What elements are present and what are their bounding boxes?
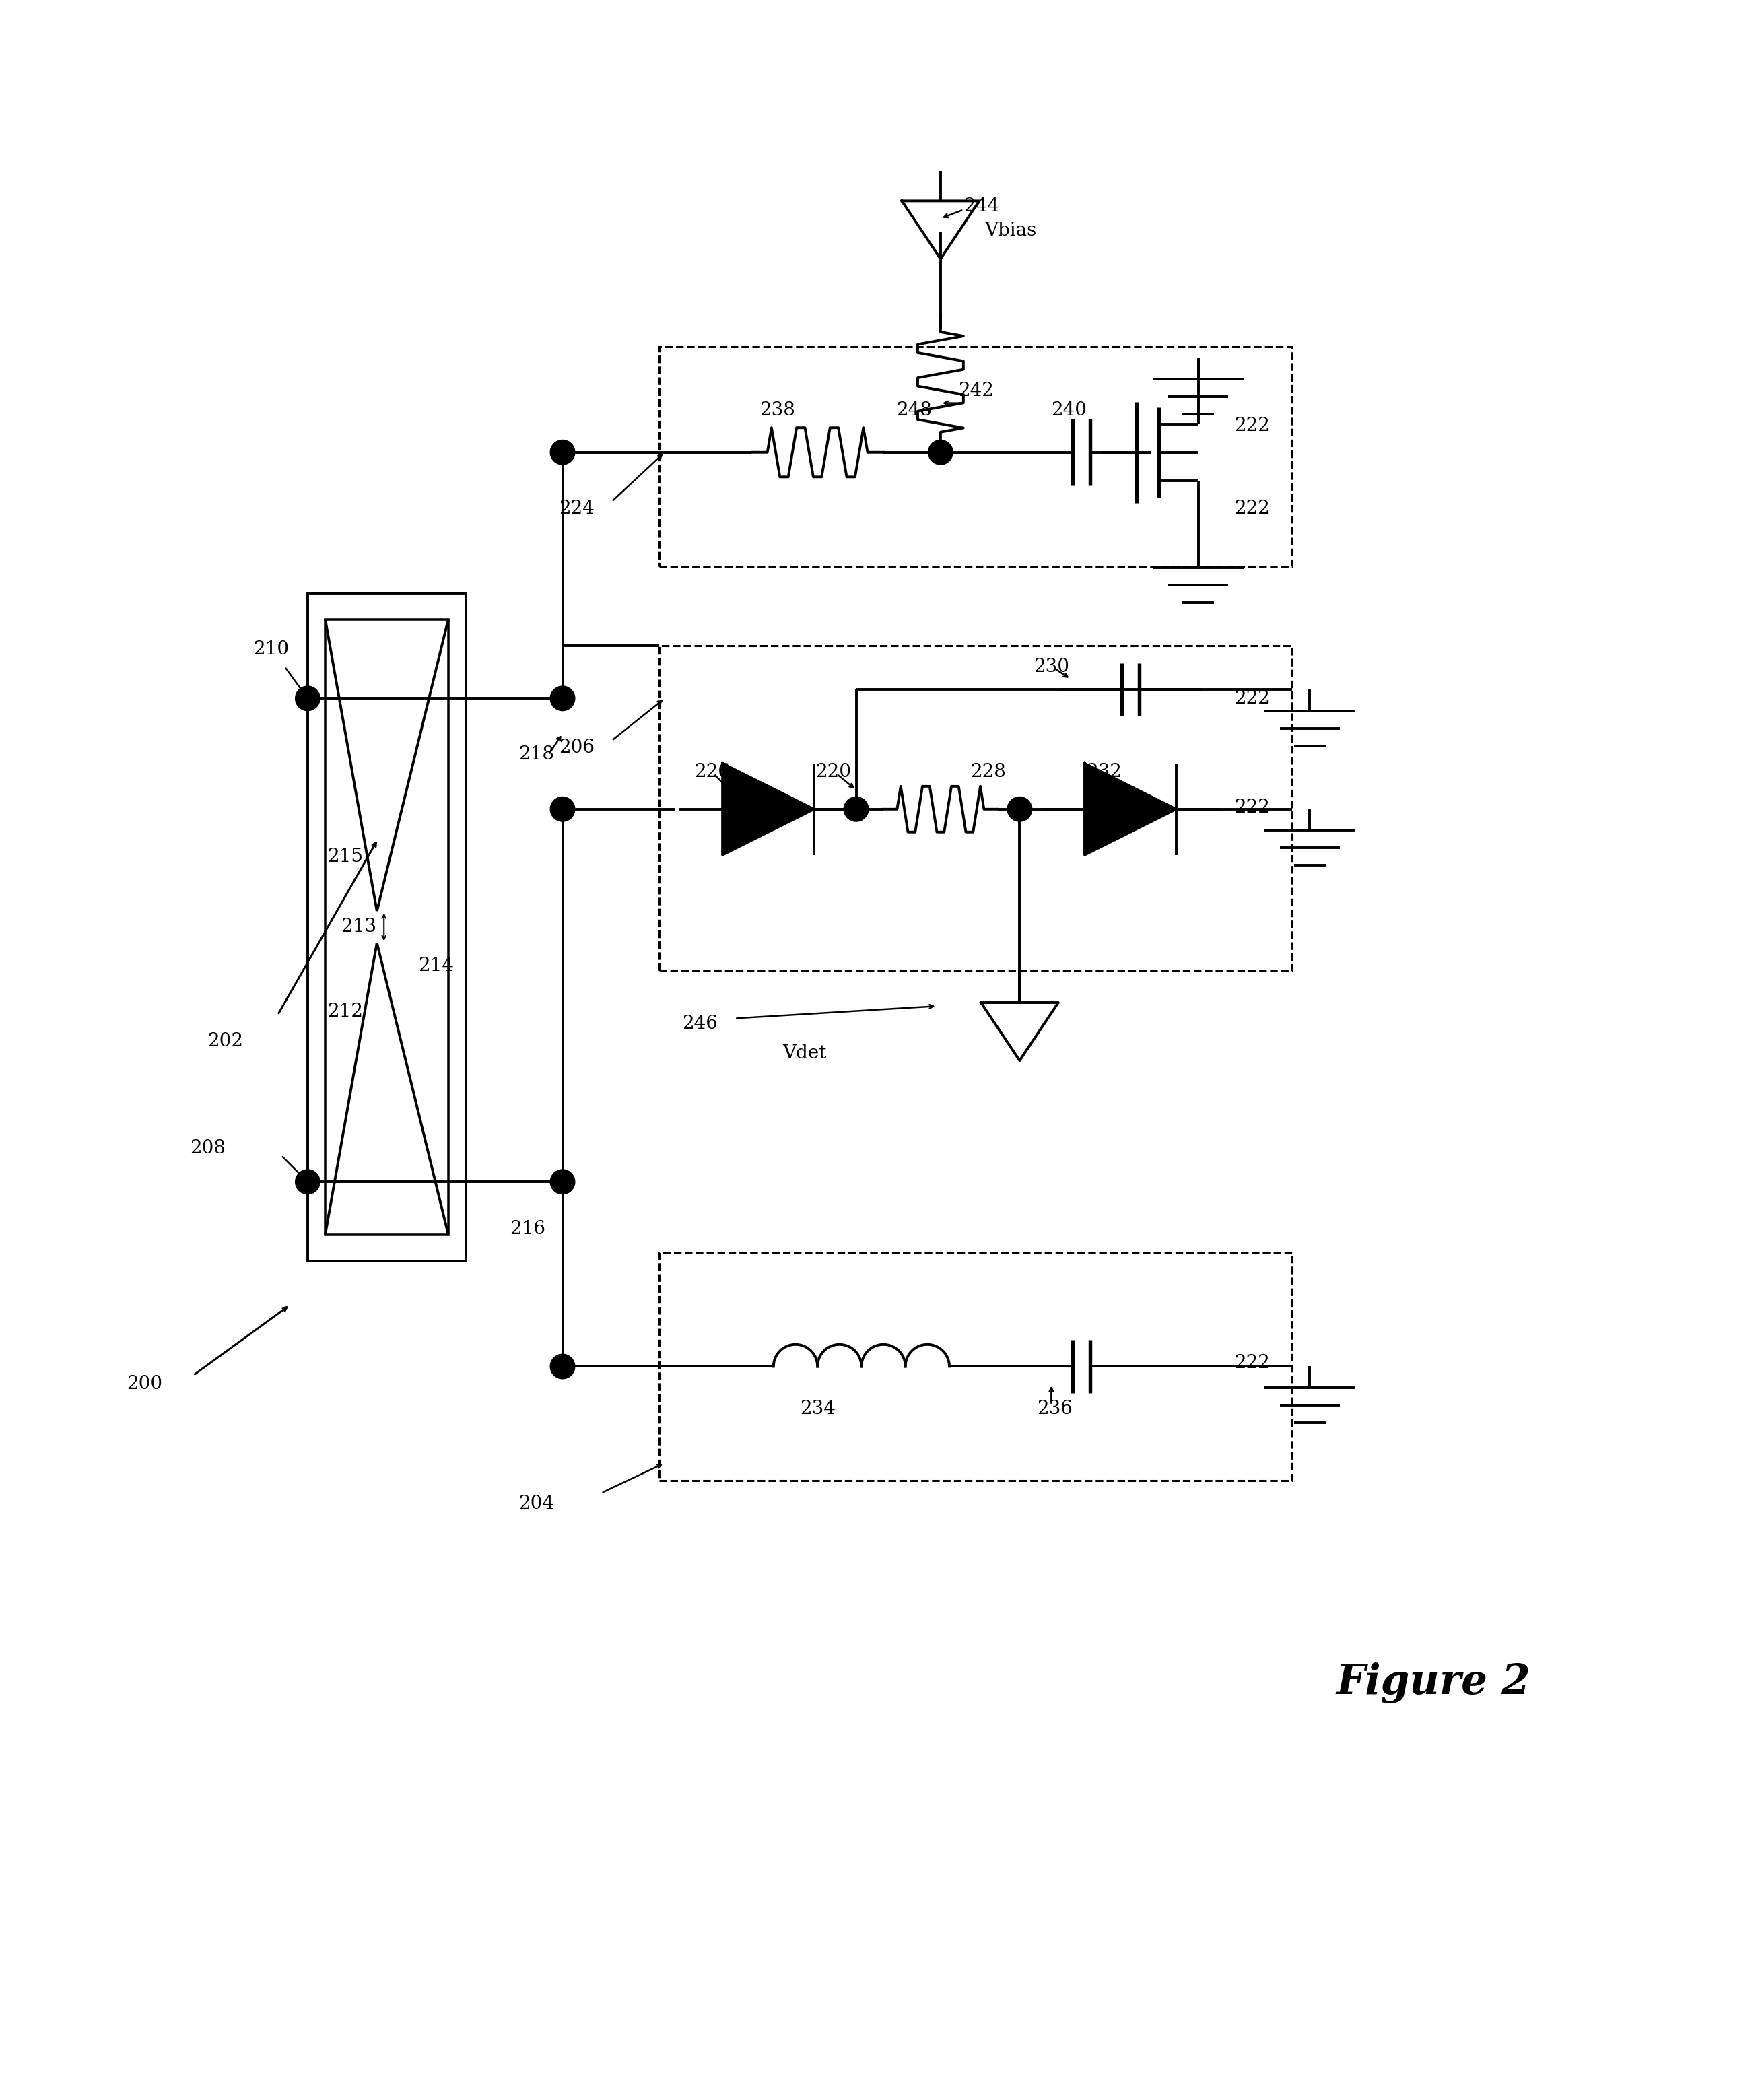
Text: Figure 2: Figure 2 xyxy=(1336,1663,1531,1703)
Text: 206: 206 xyxy=(559,739,594,756)
Text: 228: 228 xyxy=(970,762,1006,781)
Text: 222: 222 xyxy=(1234,689,1269,708)
Text: 208: 208 xyxy=(190,1140,225,1157)
Text: 232: 232 xyxy=(1086,762,1122,781)
Text: 215: 215 xyxy=(327,848,362,865)
Text: 200: 200 xyxy=(127,1376,162,1392)
Text: 218: 218 xyxy=(519,745,554,764)
Circle shape xyxy=(295,1170,320,1195)
Circle shape xyxy=(550,687,575,710)
Text: 204: 204 xyxy=(519,1495,554,1512)
Circle shape xyxy=(1007,796,1032,821)
Text: 242: 242 xyxy=(958,382,993,399)
Text: 224: 224 xyxy=(559,500,594,517)
Bar xyxy=(659,645,1292,970)
Polygon shape xyxy=(1085,764,1176,855)
Circle shape xyxy=(928,441,953,464)
Text: 230: 230 xyxy=(1034,657,1069,676)
Text: 214: 214 xyxy=(418,955,454,974)
Text: 236: 236 xyxy=(1037,1399,1072,1417)
Text: 246: 246 xyxy=(682,1014,717,1033)
Text: 244: 244 xyxy=(963,197,999,216)
Bar xyxy=(659,1252,1292,1480)
Polygon shape xyxy=(723,764,814,855)
Text: 212: 212 xyxy=(327,1002,362,1021)
Text: 240: 240 xyxy=(1051,401,1086,420)
Text: 210: 210 xyxy=(253,640,288,657)
Text: Vbias: Vbias xyxy=(984,223,1037,239)
Bar xyxy=(325,619,448,1235)
Circle shape xyxy=(844,796,868,821)
Text: 220: 220 xyxy=(816,762,851,781)
Text: 234: 234 xyxy=(800,1399,835,1417)
Circle shape xyxy=(295,687,320,710)
Text: Vdet: Vdet xyxy=(782,1044,826,1063)
Circle shape xyxy=(550,441,575,464)
Text: 216: 216 xyxy=(510,1220,545,1239)
Text: 222: 222 xyxy=(1234,1354,1269,1371)
Text: 222: 222 xyxy=(1234,500,1269,517)
Text: 226: 226 xyxy=(694,762,730,781)
Bar xyxy=(659,346,1292,567)
Text: 248: 248 xyxy=(897,401,932,420)
Bar xyxy=(308,592,466,1260)
Text: 202: 202 xyxy=(207,1031,243,1050)
Text: 222: 222 xyxy=(1234,416,1269,435)
Text: 222: 222 xyxy=(1234,798,1269,817)
Circle shape xyxy=(550,1170,575,1195)
Text: 213: 213 xyxy=(341,918,376,937)
Circle shape xyxy=(550,796,575,821)
Circle shape xyxy=(550,1354,575,1380)
Text: 238: 238 xyxy=(759,401,795,420)
